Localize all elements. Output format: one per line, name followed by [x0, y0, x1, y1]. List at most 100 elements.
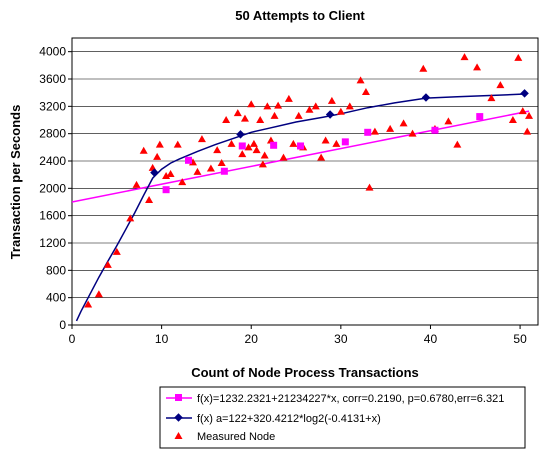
- measured-node-point: [487, 94, 496, 102]
- y-axis-label: Transaction per Seconds: [8, 105, 23, 260]
- measured-node-point: [311, 102, 320, 110]
- log-fit-point: [325, 110, 335, 119]
- y-tick-label: 4000: [39, 45, 66, 59]
- measured-node-point: [408, 129, 417, 137]
- measured-node-point: [399, 119, 408, 127]
- x-tick-label: 0: [69, 332, 76, 346]
- measured-node-point: [305, 105, 314, 113]
- measured-node-point: [514, 53, 523, 61]
- y-tick-label: 800: [46, 263, 66, 277]
- log-fit-point: [520, 89, 529, 98]
- measured-node-point: [238, 150, 247, 158]
- measured-node-point: [270, 111, 279, 119]
- x-tick-label: 30: [334, 332, 348, 346]
- linear-fit-point: [297, 142, 305, 150]
- x-tick-label: 20: [245, 332, 259, 346]
- measured-node-point: [227, 139, 236, 147]
- measured-node-point: [525, 111, 534, 119]
- measured-node-point: [370, 127, 379, 135]
- measured-node-point: [473, 63, 482, 71]
- linear-fit-point: [341, 138, 349, 146]
- measured-node-point: [252, 146, 261, 154]
- measured-node-point: [256, 116, 265, 123]
- measured-node-point: [247, 100, 256, 108]
- measured-node-point: [222, 116, 231, 123]
- x-tick-label: 40: [424, 332, 438, 346]
- log-fit-curve: [75, 93, 525, 322]
- linear-fit-point: [238, 142, 246, 150]
- measured-node-point: [145, 195, 154, 203]
- linear-fit-point: [220, 167, 228, 175]
- measured-node-point: [153, 152, 162, 160]
- linear-fit-point: [162, 186, 170, 194]
- measured-node-point: [178, 178, 187, 186]
- measured-node-point: [289, 139, 298, 147]
- legend-linear-marker: [175, 394, 182, 401]
- measured-node-point: [258, 160, 267, 168]
- measured-node-point: [284, 94, 293, 102]
- x-tick-label: 50: [513, 332, 527, 346]
- measured-node-point: [508, 116, 517, 123]
- linear-fit-point: [185, 156, 192, 164]
- measured-node-point: [518, 107, 527, 115]
- measured-node-point: [240, 114, 249, 122]
- legend-linear-label: f(x)=1232.2321+21234227*x, corr=0.2190, …: [197, 393, 504, 405]
- measured-node-point: [523, 127, 532, 135]
- y-tick-label: 2800: [39, 127, 66, 141]
- legend-measured-label: Measured Node: [197, 431, 275, 443]
- measured-node-point: [336, 107, 345, 115]
- measured-node-point: [173, 140, 182, 148]
- measured-node-point: [386, 124, 395, 132]
- legend-log-marker: [174, 413, 183, 422]
- x-axis-label: Count of Node Process Transactions: [191, 365, 419, 380]
- measured-node-point: [162, 172, 171, 180]
- measured-node-point: [244, 143, 253, 151]
- measured-node-point: [317, 153, 326, 161]
- measured-node-point: [193, 167, 202, 175]
- measured-node-point: [327, 96, 336, 104]
- measured-node-point: [321, 136, 330, 144]
- y-tick-label: 2000: [39, 181, 66, 195]
- measured-node-point: [139, 146, 148, 154]
- y-tick-label: 3600: [39, 72, 66, 86]
- measured-node-point: [132, 180, 141, 188]
- measured-node-point: [233, 109, 242, 117]
- legend-entry-measured: Measured Node: [174, 431, 275, 443]
- legend-entry-log: f(x) a=122+320.4212*log2(-0.4131+x): [166, 413, 381, 425]
- y-tick-label: 3200: [39, 99, 66, 113]
- linear-fit-point: [270, 141, 278, 149]
- measured-node-point: [266, 136, 275, 144]
- measured-node-point: [279, 153, 288, 161]
- grid-lines: [72, 51, 538, 298]
- legend-log-label: f(x) a=122+320.4212*log2(-0.4131+x): [197, 413, 381, 425]
- measured-node-point: [103, 260, 112, 268]
- y-tick-label: 1600: [39, 209, 66, 223]
- measured-node-point: [365, 183, 374, 191]
- log-fit-point: [236, 130, 245, 139]
- measured-node-point: [263, 102, 272, 110]
- data-series: [71, 53, 534, 322]
- measured-node-point: [444, 117, 453, 125]
- log-fit-point: [421, 93, 431, 102]
- axis-ticks: 0 400 800 1200 1600 2000 2400 2800 3200 3600 4000 0…: [39, 45, 527, 346]
- measured-node-point: [126, 214, 135, 222]
- measured-node-point: [112, 247, 121, 255]
- linear-fit-point: [364, 128, 372, 136]
- measured-node-point: [356, 76, 365, 84]
- linear-fit-point: [476, 113, 484, 121]
- plot-area: [71, 37, 539, 326]
- measured-node-point: [453, 140, 462, 148]
- measured-node-point: [84, 300, 93, 308]
- measured-node-point: [155, 140, 164, 148]
- y-tick-label: 1200: [39, 236, 66, 250]
- measured-node-point: [217, 159, 226, 167]
- x-tick-label: 10: [155, 332, 169, 346]
- measured-node-point: [361, 87, 370, 95]
- measured-node-point: [213, 146, 222, 154]
- measured-node-point: [206, 164, 215, 172]
- legend-measured-marker: [174, 432, 183, 439]
- linear-fit-point: [431, 126, 439, 134]
- measured-node-point: [496, 81, 505, 89]
- measured-node-point: [460, 53, 469, 61]
